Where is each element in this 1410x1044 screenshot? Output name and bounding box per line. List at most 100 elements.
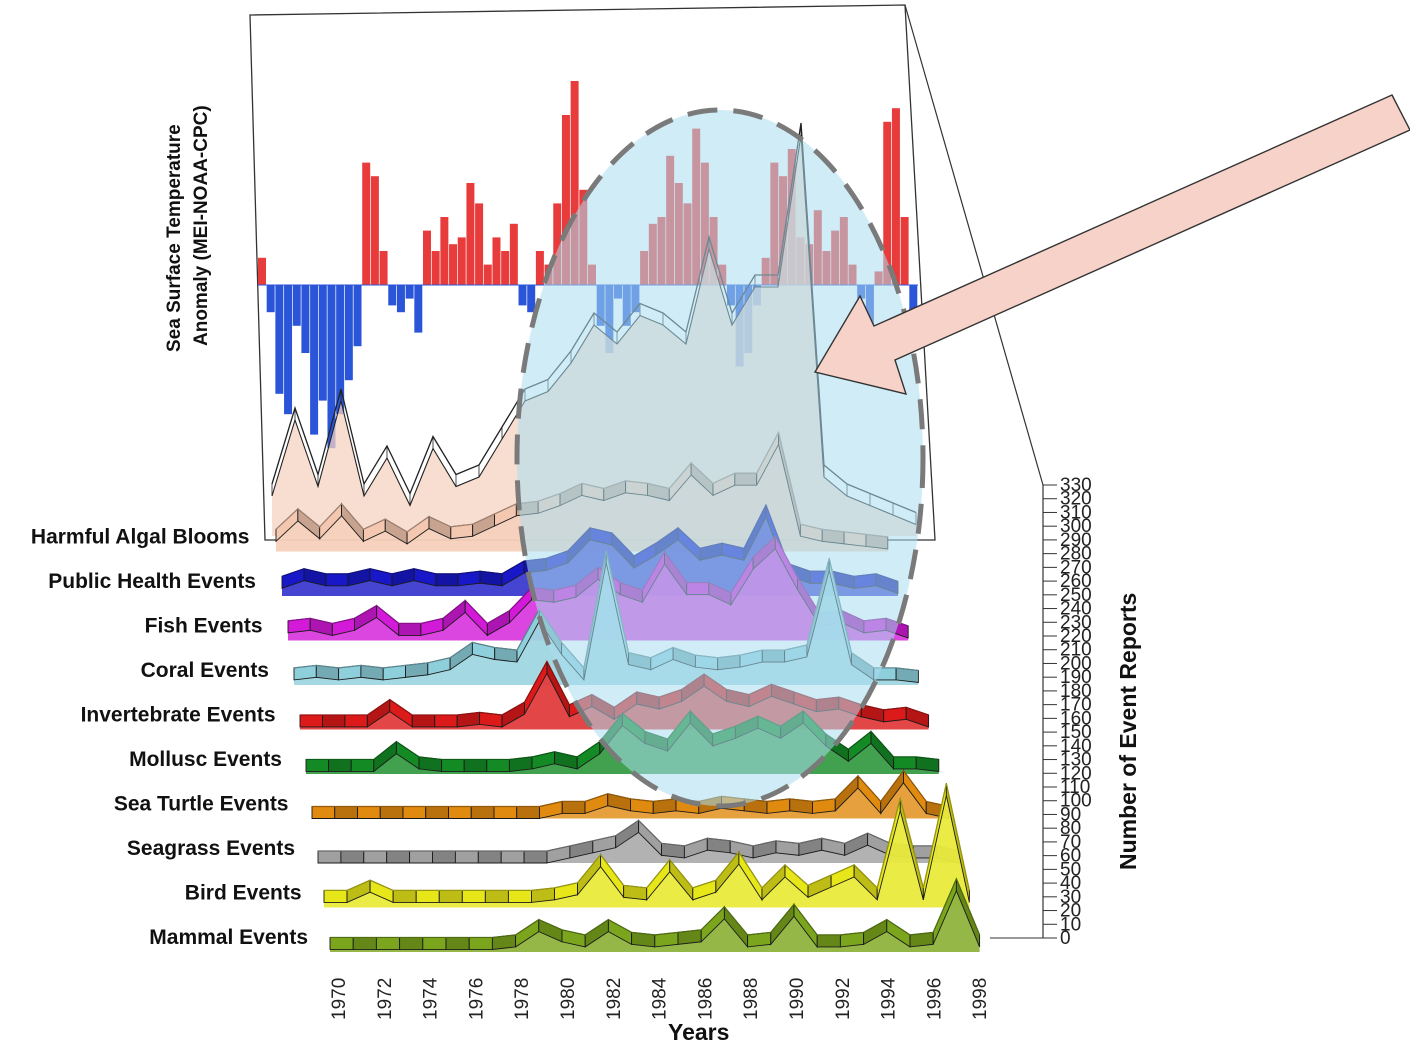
ribbon-segment xyxy=(344,714,368,728)
ribbon-segment xyxy=(317,850,342,864)
series-line xyxy=(312,769,950,808)
ribbon-segment xyxy=(422,937,447,950)
sst-bar xyxy=(900,217,909,285)
ribbon-segment xyxy=(816,934,841,948)
ribbon-segment xyxy=(392,889,417,903)
series-line xyxy=(318,819,960,852)
ribbon-segment xyxy=(432,850,456,864)
ribbon-segment xyxy=(402,806,427,819)
series-area xyxy=(324,795,970,908)
sst-bar xyxy=(492,237,501,285)
y-tick-label: 180 xyxy=(1060,681,1092,702)
series-labels: Harmful Algal Blooms Public Health Events… xyxy=(31,526,308,950)
ribbon-segment xyxy=(325,573,349,587)
y-tick-label: 100 xyxy=(1060,791,1092,812)
series-label: Seagrass Events xyxy=(127,837,295,860)
sst-bar xyxy=(327,285,336,449)
y-tick-label: 20 xyxy=(1060,901,1081,922)
ribbon-segment xyxy=(299,714,323,728)
x-tick-label: 1998 xyxy=(970,978,991,1020)
x-tick-label: 1972 xyxy=(375,978,396,1020)
series-label: Invertebrate Events xyxy=(81,704,276,727)
sst-bar xyxy=(336,285,345,415)
sst-bar xyxy=(362,162,371,285)
sst-bar xyxy=(501,251,510,285)
sst-bar xyxy=(449,244,458,285)
x-tick-label: 1996 xyxy=(924,978,945,1020)
y-tick-label: 310 xyxy=(1060,502,1092,523)
series-label: Harmful Algal Blooms xyxy=(31,526,250,549)
series-label: Mammal Events xyxy=(149,926,308,949)
ribbon-segment xyxy=(461,889,486,903)
x-tick-label: 1980 xyxy=(558,978,579,1020)
ribbon-segment xyxy=(438,889,463,903)
sst-bar xyxy=(344,285,353,381)
y-tick-label: 140 xyxy=(1060,736,1092,757)
sst-bar xyxy=(561,115,570,285)
sst-bar xyxy=(258,257,266,285)
sst-bar xyxy=(379,251,388,285)
highlight-ellipse-outline xyxy=(514,107,926,809)
ribbon-segment xyxy=(350,759,375,772)
ribbon-segment xyxy=(328,759,352,772)
x-tick-label: 1982 xyxy=(604,978,625,1020)
sst-bar xyxy=(509,223,518,285)
y-axis: 0102030405060708090100110120130140150160… xyxy=(990,475,1092,949)
ribbon-segment xyxy=(386,850,411,864)
ribbon-segment xyxy=(893,756,917,770)
sst-bar xyxy=(275,285,284,394)
sst-bar xyxy=(909,285,918,319)
highlight-ellipse-fill xyxy=(517,110,923,806)
sst-bar xyxy=(535,251,544,285)
y-tick-label: 70 xyxy=(1060,832,1081,853)
y-tick-label: 170 xyxy=(1060,695,1092,716)
ribbon-segment xyxy=(411,714,436,728)
ribbon-segment xyxy=(409,850,433,864)
ribbon-segment xyxy=(445,937,470,950)
y-tick-label: 300 xyxy=(1060,516,1092,537)
sst-bar xyxy=(518,285,527,306)
sst-bar xyxy=(266,285,275,313)
ribbon-segment xyxy=(454,850,479,864)
series-sea-turtle-events xyxy=(311,769,950,820)
y-tick-label: 190 xyxy=(1060,667,1092,688)
y-tick-label: 330 xyxy=(1060,475,1092,496)
y-tick-label: 60 xyxy=(1060,846,1081,867)
ribbon-segment xyxy=(311,806,336,819)
x-tick-label: 1990 xyxy=(787,978,808,1020)
x-tick-label: 1986 xyxy=(695,978,716,1020)
ribbon-segment xyxy=(448,806,472,819)
x-tick-label: 1992 xyxy=(833,978,854,1020)
sst-bar xyxy=(891,108,900,285)
y-tick-label: 200 xyxy=(1060,653,1092,674)
x-tick-label: 1988 xyxy=(741,978,762,1020)
y-tick-label: 220 xyxy=(1060,626,1092,647)
ribbon-segment xyxy=(323,889,348,903)
ribbon-segment xyxy=(363,850,388,864)
x-axis-title: Years xyxy=(668,1019,729,1044)
ribbon-segment xyxy=(484,889,509,903)
sst-bar xyxy=(423,230,431,285)
sst-bar xyxy=(318,285,327,401)
ribbon-segment xyxy=(500,850,525,864)
sst-bar xyxy=(301,285,310,353)
sst-axis-title-line2: Anomaly (MEI-NOAA-CPC) xyxy=(191,105,212,346)
ribbon-segment xyxy=(486,759,510,772)
pointer-arrow xyxy=(813,94,1410,395)
series-label: Public Health Events xyxy=(48,570,256,593)
y-tick-label: 50 xyxy=(1060,859,1081,880)
sst-bar xyxy=(883,121,892,285)
y-tick-label: 270 xyxy=(1060,557,1092,578)
y-tick-label: 210 xyxy=(1060,640,1092,661)
series-label: Coral Events xyxy=(141,659,269,682)
ribbon-segment xyxy=(375,937,401,950)
series-seagrass-events xyxy=(317,819,960,864)
x-tick-label: 1984 xyxy=(650,977,671,1020)
sst-bar xyxy=(570,81,579,285)
ribbon-segment xyxy=(507,889,532,903)
sst-bar xyxy=(284,285,293,415)
sst-bar xyxy=(466,183,475,285)
y-tick-label: 280 xyxy=(1060,544,1092,565)
series-label: Sea Turtle Events xyxy=(114,793,289,816)
